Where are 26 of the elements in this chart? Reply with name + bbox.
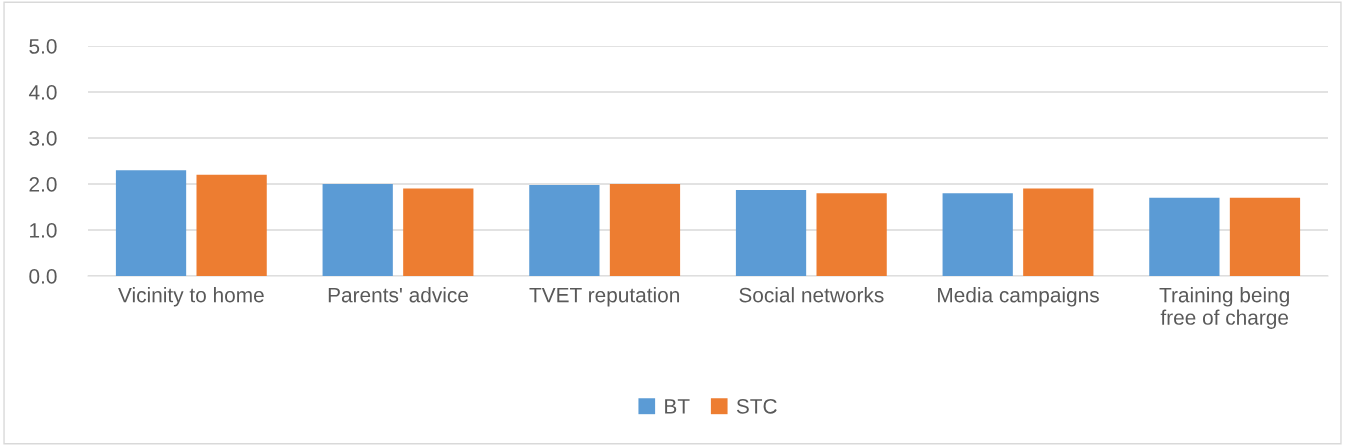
bar — [942, 193, 1013, 276]
bar — [1149, 197, 1220, 276]
legend-label: BT — [665, 399, 690, 414]
y-tick-label: 0.0 — [29, 269, 57, 284]
bar — [735, 189, 807, 276]
y-tick-label: 5.0 — [29, 39, 57, 54]
x-tick-label: Vicinity to home — [118, 287, 264, 307]
bar — [816, 193, 887, 276]
x-tick-label: Parents' advice — [328, 287, 468, 303]
y-tick-label: 3.0 — [29, 131, 57, 146]
x-tick-label: Media campaigns — [938, 287, 1099, 307]
bar — [1229, 197, 1301, 276]
y-tick-label: 4.0 — [28, 85, 57, 100]
bar — [403, 188, 474, 276]
bar — [196, 174, 267, 276]
bar — [1023, 188, 1094, 276]
y-tick-label: 1.0 — [30, 223, 57, 238]
x-tick-label: Social networks — [739, 287, 884, 303]
legend-label: STC — [736, 398, 777, 414]
y-tick-label: 2.0 — [29, 177, 57, 192]
x-tick-label: Training being free of charge — [1159, 287, 1289, 329]
bar — [115, 170, 187, 276]
bar — [529, 184, 600, 276]
bar — [322, 184, 393, 276]
bar — [609, 184, 681, 276]
x-tick-label: TVET reputation — [529, 287, 679, 307]
